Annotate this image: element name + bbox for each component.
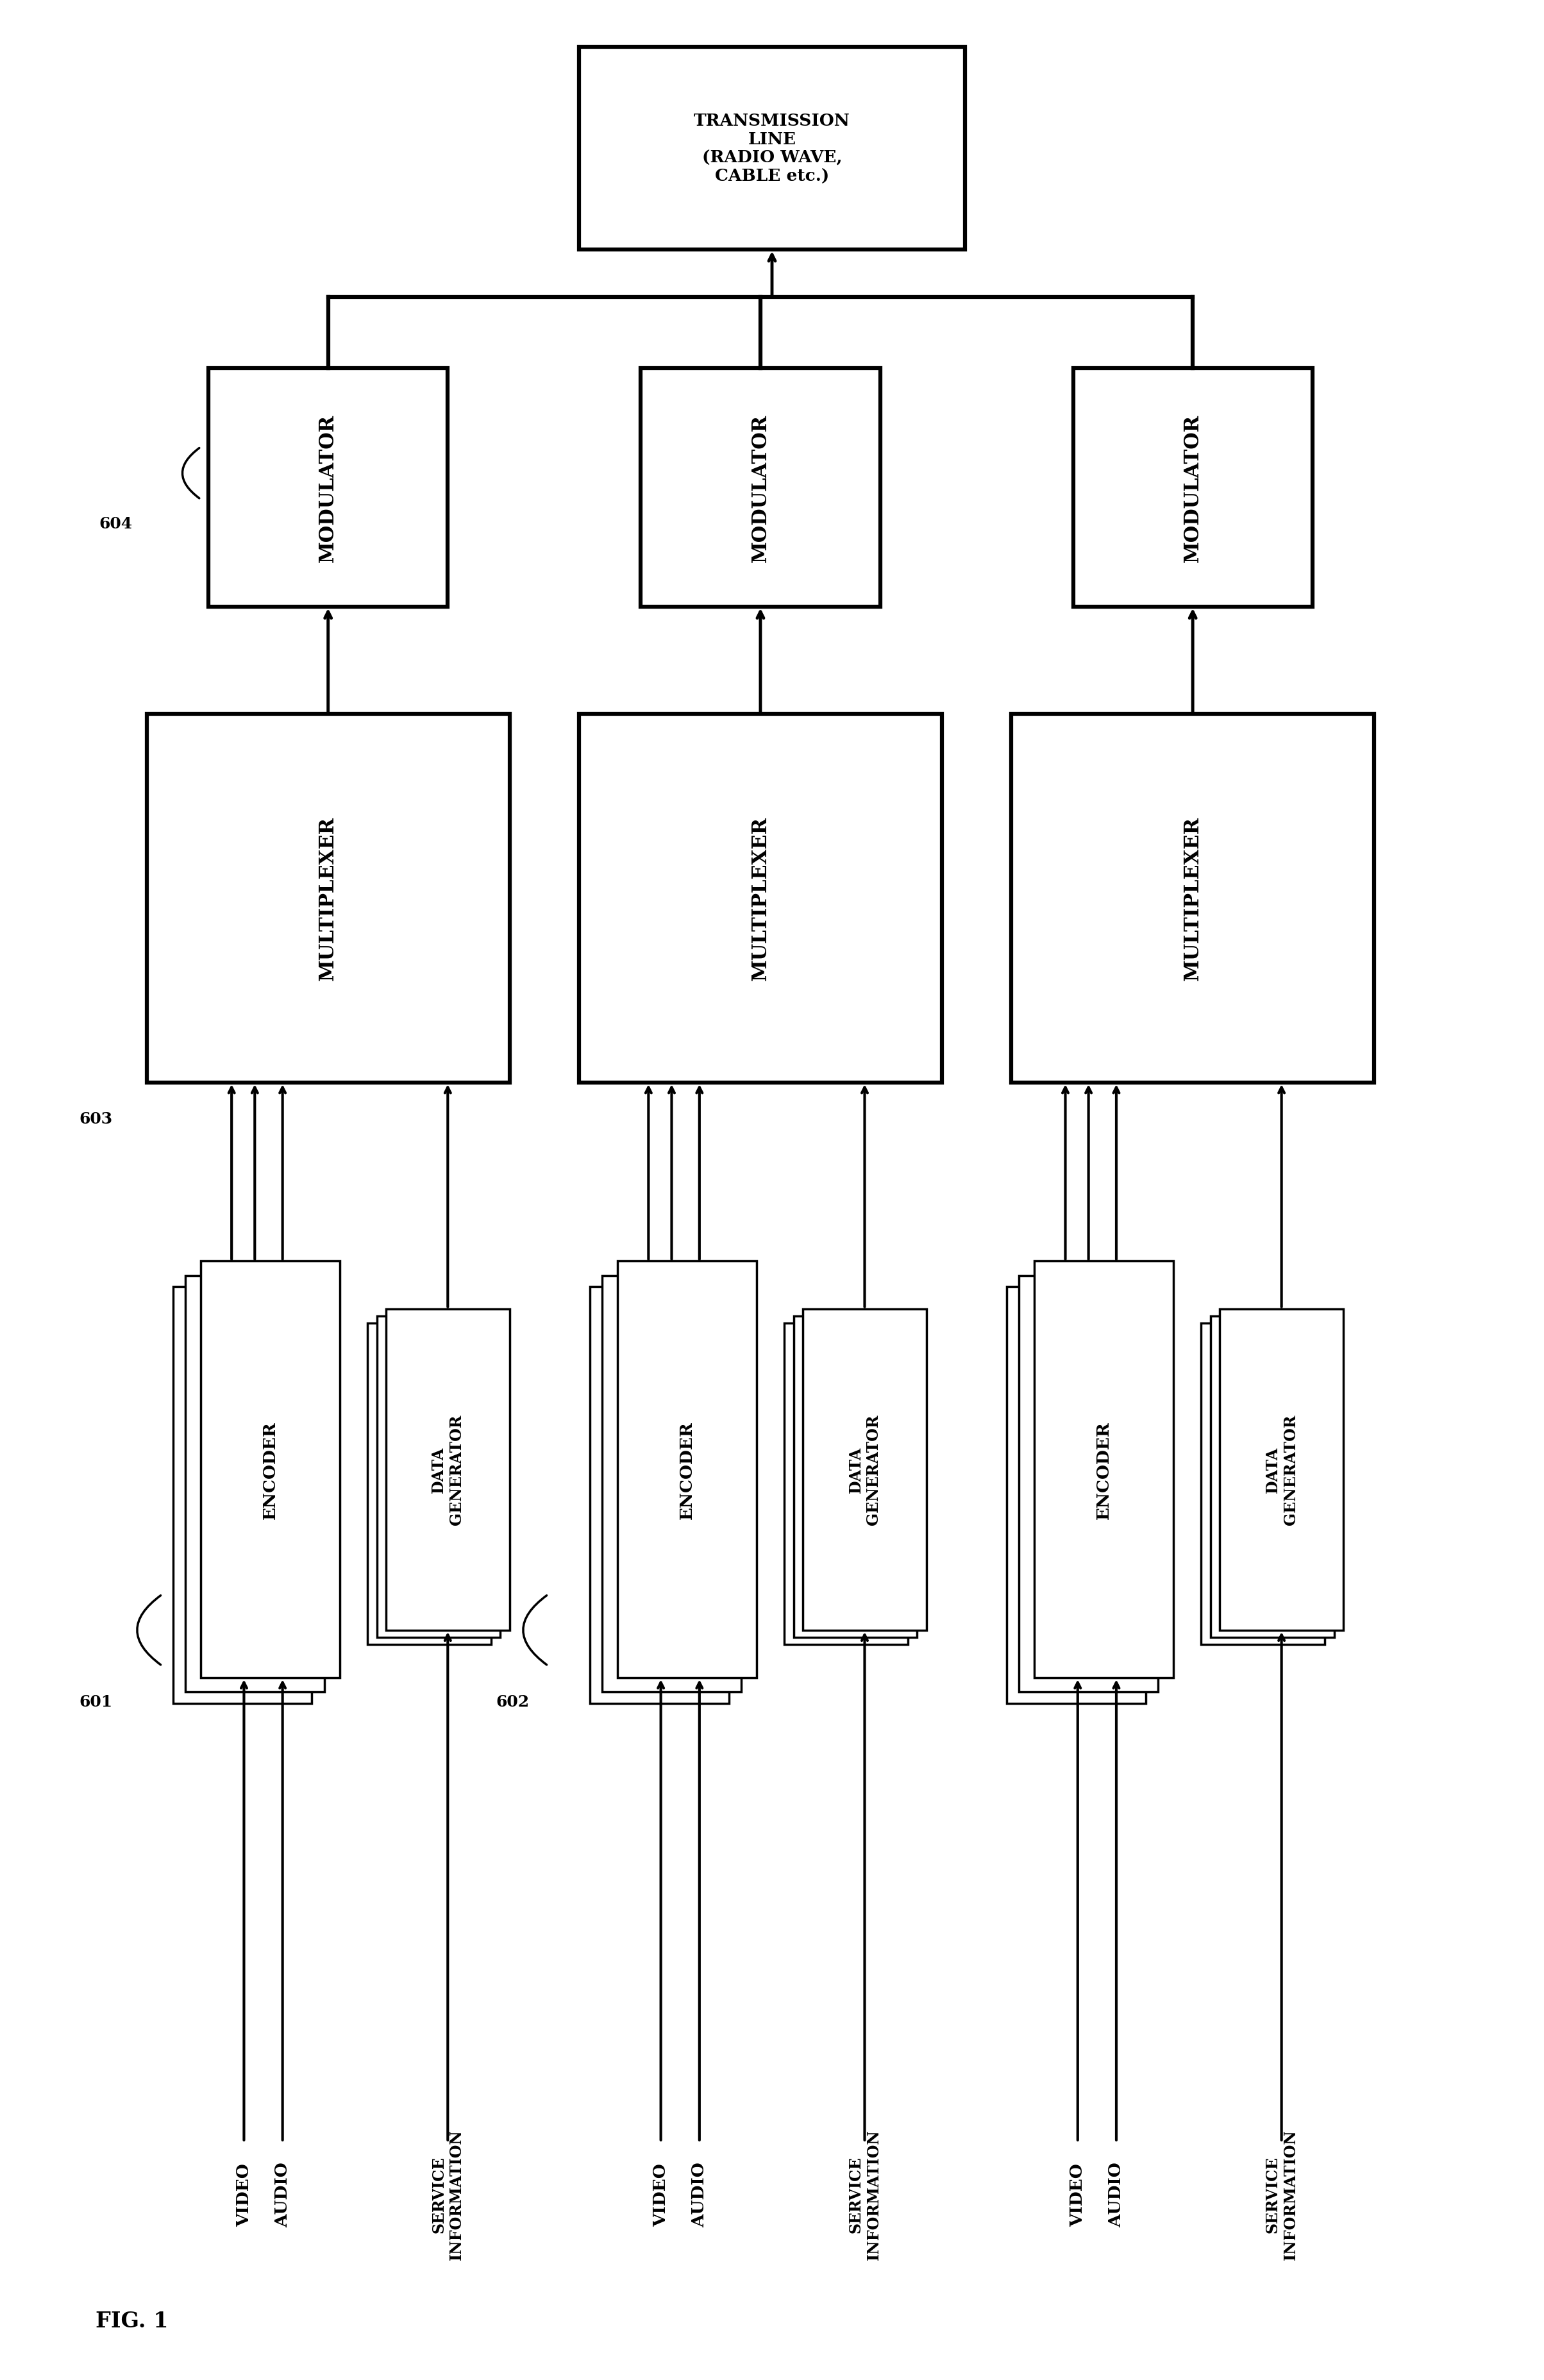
Bar bbox=[1019, 1276, 1158, 1692]
Text: SERVICE
INFORMATION: SERVICE INFORMATION bbox=[431, 2130, 465, 2259]
Text: 603: 603 bbox=[79, 1111, 113, 1126]
Text: AUDIO: AUDIO bbox=[275, 2161, 290, 2228]
Text: AUDIO: AUDIO bbox=[1109, 2161, 1124, 2228]
Text: FIG. 1: FIG. 1 bbox=[96, 2311, 168, 2330]
Bar bbox=[386, 1309, 510, 1630]
Bar bbox=[377, 1316, 500, 1637]
Bar bbox=[579, 48, 965, 250]
Text: VIDEO: VIDEO bbox=[1070, 2163, 1085, 2225]
Text: MODULATOR: MODULATOR bbox=[1183, 414, 1203, 562]
Bar bbox=[367, 1323, 491, 1645]
Bar bbox=[173, 1288, 312, 1704]
Bar bbox=[784, 1323, 908, 1645]
Text: 602: 602 bbox=[496, 1695, 530, 1709]
Text: DATA
GENERATOR: DATA GENERATOR bbox=[431, 1414, 465, 1526]
Text: MULTIPLEXER: MULTIPLEXER bbox=[318, 816, 338, 981]
Bar bbox=[1007, 1288, 1146, 1704]
Bar bbox=[1034, 1261, 1173, 1678]
Text: TRANSMISSION
LINE
(RADIO WAVE,
CABLE etc.): TRANSMISSION LINE (RADIO WAVE, CABLE etc… bbox=[693, 112, 851, 186]
Bar bbox=[794, 1316, 917, 1637]
Text: 604: 604 bbox=[99, 516, 133, 531]
Bar bbox=[1011, 714, 1374, 1083]
Bar bbox=[201, 1261, 340, 1678]
Bar bbox=[208, 369, 448, 607]
Bar bbox=[1073, 369, 1312, 607]
Bar bbox=[1201, 1323, 1325, 1645]
Text: ENCODER: ENCODER bbox=[1096, 1421, 1112, 1518]
Text: AUDIO: AUDIO bbox=[692, 2161, 707, 2228]
Bar bbox=[602, 1276, 741, 1692]
Text: ENCODER: ENCODER bbox=[679, 1421, 695, 1518]
Text: SERVICE
INFORMATION: SERVICE INFORMATION bbox=[848, 2130, 882, 2259]
Bar bbox=[1210, 1316, 1334, 1637]
Text: 601: 601 bbox=[79, 1695, 113, 1709]
Bar bbox=[185, 1276, 324, 1692]
Bar bbox=[641, 369, 880, 607]
Bar bbox=[147, 714, 510, 1083]
Bar bbox=[590, 1288, 729, 1704]
Text: ENCODER: ENCODER bbox=[262, 1421, 278, 1518]
Bar bbox=[579, 714, 942, 1083]
Text: MULTIPLEXER: MULTIPLEXER bbox=[1183, 816, 1203, 981]
Text: DATA
GENERATOR: DATA GENERATOR bbox=[1265, 1414, 1299, 1526]
Text: SERVICE
INFORMATION: SERVICE INFORMATION bbox=[1265, 2130, 1299, 2259]
Text: VIDEO: VIDEO bbox=[236, 2163, 252, 2225]
Text: MODULATOR: MODULATOR bbox=[750, 414, 770, 562]
Bar bbox=[1220, 1309, 1343, 1630]
Text: MULTIPLEXER: MULTIPLEXER bbox=[750, 816, 770, 981]
Text: VIDEO: VIDEO bbox=[653, 2163, 669, 2225]
Bar bbox=[803, 1309, 926, 1630]
Bar bbox=[618, 1261, 757, 1678]
Text: MODULATOR: MODULATOR bbox=[318, 414, 338, 562]
Text: DATA
GENERATOR: DATA GENERATOR bbox=[848, 1414, 882, 1526]
